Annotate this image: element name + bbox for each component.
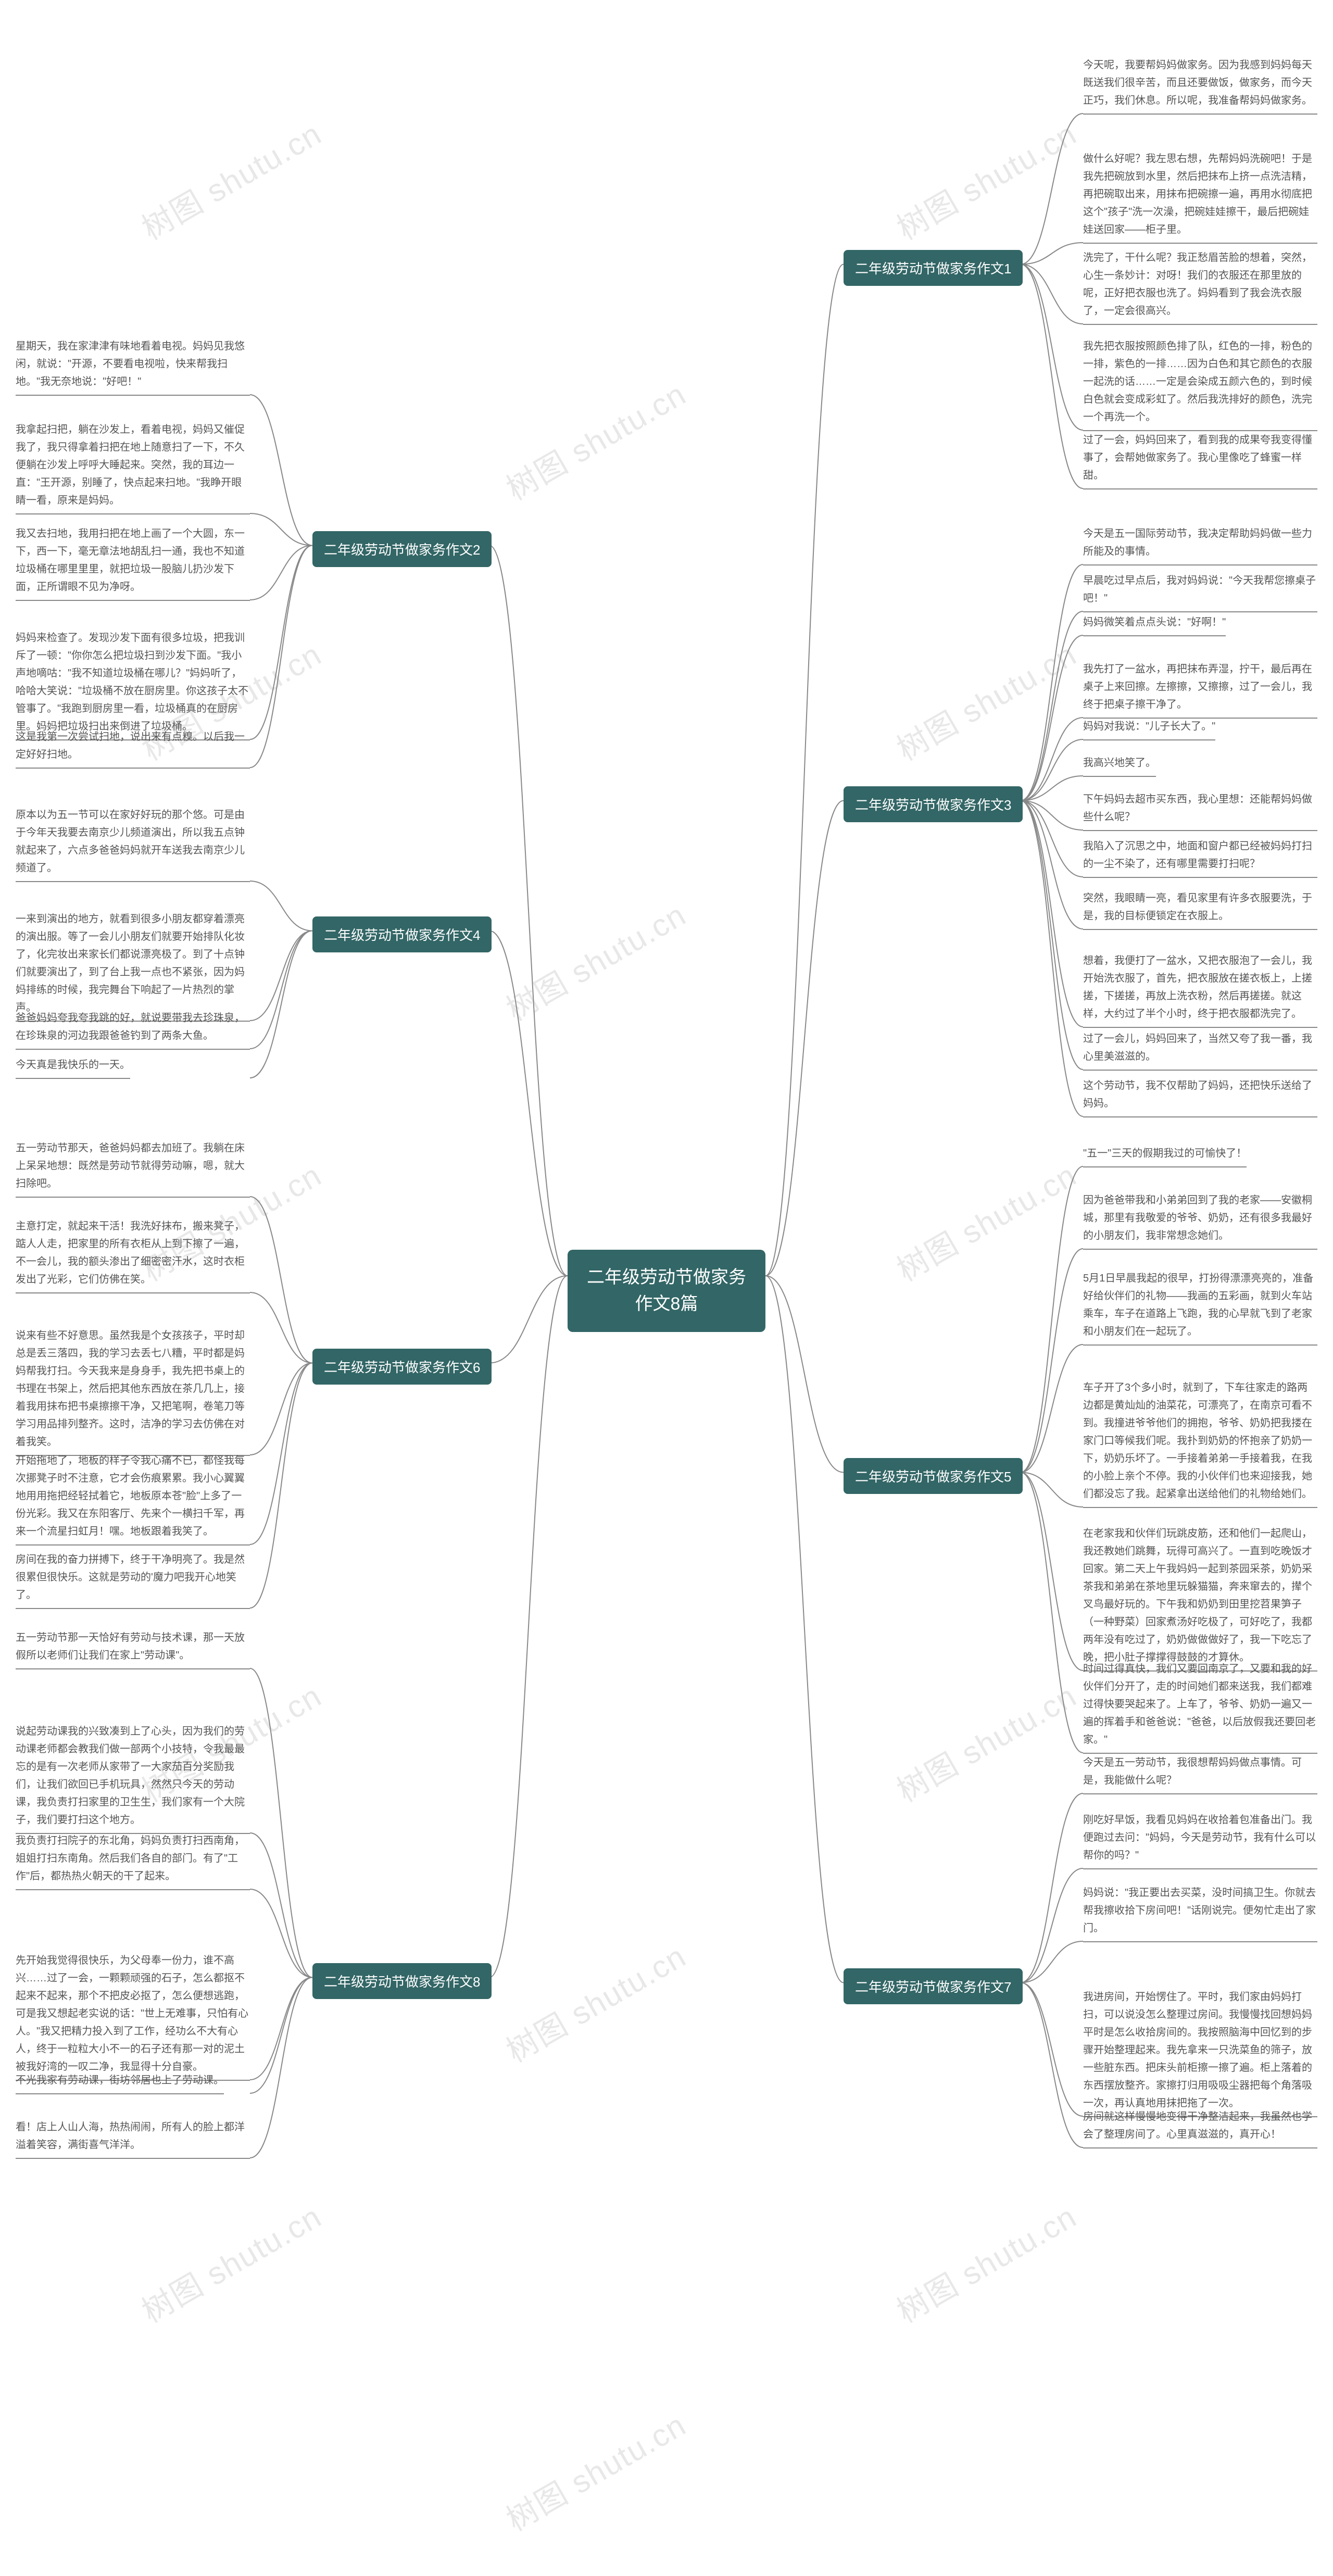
mindmap-leaf: 今天是五一劳动节，我很想帮妈妈做点事情。可是，我能做什么呢？ [1083, 1750, 1317, 1794]
mindmap-leaf: 五一劳动节那一天恰好有劳动与技术课，那一天放假所以老师们让我们在家上"劳动课"。 [16, 1625, 250, 1669]
mindmap-leaf: 这个劳动节，我不仅帮助了妈妈，还把快乐送给了妈妈。 [1083, 1073, 1317, 1117]
mindmap-leaf: 突然，我眼睛一亮，看见家里有许多衣服要洗，于是，我的目标便锁定在衣服上。 [1083, 885, 1317, 930]
mindmap-leaf: 妈妈微笑着点点头说："好啊！" [1083, 609, 1226, 636]
mindmap-leaf: 车子开了3个多小时，就到了，下车往家走的路两边都是黄灿灿的油菜花，可漂亮了，在南… [1083, 1375, 1317, 1508]
mindmap-leaf: 今天呢，我要帮妈妈做家务。因为我感到妈妈每天既送我们很辛苦，而且还要做饭，做家务… [1083, 52, 1317, 115]
watermark: 树图 shutu.cn [132, 2192, 329, 2331]
mindmap-leaf: 主意打定，就起来干活！我洗好抹布，搬来凳子，踮人人走，把家里的所有衣柜从上到下擦… [16, 1213, 250, 1293]
watermark: 树图 shutu.cn [497, 890, 693, 1029]
mindmap-branch: 二年级劳动节做家务作文8 [312, 1963, 492, 1999]
mindmap-leaf: 早晨吃过早点后，我对妈妈说："今天我帮您擦桌子吧！" [1083, 568, 1317, 612]
mindmap-leaf: 原本以为五一节可以在家好好玩的那个悠。可是由于今年天我要去南京少儿频道演出，所以… [16, 802, 250, 882]
mindmap-leaf: 房间就这样慢慢地变得干净整洁起来，我虽然也学会了整理房间了。心里真滋滋的，真开心… [1083, 2104, 1317, 2148]
mindmap-leaf: 我拿起扫把，躺在沙发上，看着电视，妈妈又催促我了，我只得拿着扫把在地上随意扫了一… [16, 417, 250, 514]
mindmap-leaf: 5月1日早晨我起的很早，打扮得漂漂亮亮的，准备好给伙伴们的礼物——我画的五彩画，… [1083, 1265, 1317, 1346]
mindmap-leaf: 先开始我觉得很快乐，为父母奉一份力，谁不高兴……过了一会，一颗颗顽强的石子，怎么… [16, 1947, 250, 2081]
watermark: 树图 shutu.cn [887, 630, 1084, 769]
mindmap-leaf: 时间过得真快，我们又要回南京了，又要和我的好伙伴们分开了，走的时间她们都来送我，… [1083, 1656, 1317, 1754]
mindmap-leaf: 过了一会儿，妈妈回来了，当然又夸了我一番，我心里美滋滋的。 [1083, 1026, 1317, 1071]
mindmap-branch: 二年级劳动节做家务作文5 [844, 1458, 1023, 1494]
mindmap-leaf: 看！店上人山人海，热热闹闹，所有人的脸上都洋溢着笑容，满街喜气洋洋。 [16, 2114, 250, 2159]
mindmap-leaf: 爸爸妈妈夸我夸我跳的好，就说要带我去珍珠泉，在珍珠泉的河边我跟爸爸钓到了两条大鱼… [16, 1005, 250, 1050]
mindmap-leaf: 今天是五一国际劳动节，我决定帮助妈妈做一些力所能及的事情。 [1083, 521, 1317, 566]
mindmap-leaf: 我先把衣服按照颜色排了队，红色的一排，粉色的一排，紫色的一排……因为白色和其它颜… [1083, 333, 1317, 431]
mindmap-leaf: 我陷入了沉思之中，地面和窗户都已经被妈妈打扫的一尘不染了，还有哪里需要打扫呢？ [1083, 833, 1317, 878]
mindmap-leaf: 我负责打扫院子的东北角，妈妈负责打扫西南角，姐姐打扫东南角。然后我们各自的部门。… [16, 1828, 250, 1890]
watermark: 树图 shutu.cn [887, 2192, 1084, 2331]
mindmap-leaf: 想着，我便打了一盆水，又把衣服泡了一会儿，我开始洗衣服了，首先，把衣服放在搓衣板… [1083, 948, 1317, 1028]
watermark: 树图 shutu.cn [497, 369, 693, 509]
watermark: 树图 shutu.cn [887, 1671, 1084, 1811]
mindmap-leaf: 这是我第一次尝试扫地，说出来有点糗。以后我一定好好扫地。 [16, 724, 250, 769]
mindmap-branch: 二年级劳动节做家务作文7 [844, 1968, 1023, 2004]
mindmap-leaf: 星期天，我在家津津有味地看着电视。妈妈见我悠闲，就说："开源，不要看电视啦，快来… [16, 333, 250, 396]
mindmap-branch: 二年级劳动节做家务作文3 [844, 786, 1023, 822]
watermark: 树图 shutu.cn [132, 109, 329, 248]
mindmap-branch: 二年级劳动节做家务作文4 [312, 916, 492, 952]
mindmap-leaf: 我又去扫地，我用扫把在地上画了一个大圆，东一下，西一下，毫无章法地胡乱扫一通，我… [16, 521, 250, 601]
mindmap-leaf: 妈妈对我说："儿子长大了。" [1083, 713, 1215, 740]
mindmap-branch: 二年级劳动节做家务作文1 [844, 250, 1023, 286]
mindmap-leaf: 说起劳动课我的兴致凑到上了心头，因为我们的劳动课老师都会教我们做一部两个小技特，… [16, 1718, 250, 1834]
mindmap-branch: 二年级劳动节做家务作文2 [312, 531, 492, 567]
mindmap-leaf: 五一劳动节那天，爸爸妈妈都去加班了。我躺在床上呆呆地想：既然是劳动节就得劳动嘛，… [16, 1135, 250, 1198]
mindmap-root: 二年级劳动节做家务作文8篇 [568, 1250, 765, 1332]
mindmap-leaf: 因为爸爸带我和小弟弟回到了我的老家——安徽桐城，那里有我敬爱的爷爷、奶奶，还有很… [1083, 1187, 1317, 1250]
mindmap-leaf: 一来到演出的地方，就看到很多小朋友都穿着漂亮的演出服。等了一会儿小朋友们就要开始… [16, 906, 250, 1022]
watermark: 树图 shutu.cn [887, 1150, 1084, 1290]
mindmap-leaf: 我进房间，开始愣住了。平时，我们家由妈妈打扫，可以说没怎么整理过房间。我慢慢找回… [1083, 1984, 1317, 2117]
mindmap-leaf: 说来有些不好意思。虽然我是个女孩孩子，平时却总是丢三落四，我的学习去丢七八糟，平… [16, 1323, 250, 1456]
mindmap-leaf: 我高兴地笑了。 [1083, 750, 1156, 777]
watermark: 树图 shutu.cn [497, 2400, 693, 2540]
mindmap-leaf: 在老家我和伙伴们玩跳皮筋，还和他们一起爬山，我还教她们跳舞，玩得可高兴了。一直到… [1083, 1521, 1317, 1672]
mindmap-leaf: 不光我家有劳动课，街坊邻居也上了劳动课。 [16, 2067, 224, 2094]
watermark: 树图 shutu.cn [497, 1931, 693, 2071]
mindmap-leaf: 妈妈说："我正要出去买菜，没时间搞卫生。你就去帮我擦收拾下房间吧！"话刚说完。便… [1083, 1880, 1317, 1942]
watermark: 树图 shutu.cn [887, 109, 1084, 248]
mindmap-leaf: 我先打了一盆水，再把抹布弄湿，拧干，最后再在桌子上来回擦。左擦擦，又擦擦，过了一… [1083, 656, 1317, 719]
mindmap-leaf: 做什么好呢？我左思右想，先帮妈妈洗碗吧！于是我先把碗放到水里，然后把抹布上挤一点… [1083, 146, 1317, 244]
mindmap-leaf: 开始拖地了，地板的样子令我心痛不已，都怪我每次挪凳子时不注意，它才会伤痕累累。我… [16, 1448, 250, 1545]
mindmap-leaf: 刚吃好早饭，我看见妈妈在收拾着包准备出门。我便跑过去问："妈妈，今天是劳动节，我… [1083, 1807, 1317, 1869]
mindmap-branch: 二年级劳动节做家务作文6 [312, 1349, 492, 1385]
mindmap-leaf: 洗完了，干什么呢？我正愁眉苦脸的想着，突然，心生一条妙计：对呀！我们的衣服还在那… [1083, 245, 1317, 325]
mindmap-leaf: 今天真是我快乐的一天。 [16, 1052, 130, 1079]
mindmap-leaf: 房间在我的奋力拼搏下，终于干净明亮了。我是然很累但很快乐。这就是劳动的'魔力吧我… [16, 1547, 250, 1609]
mindmap-leaf: 下午妈妈去超市买东西，我心里想：还能帮妈妈做些什么呢？ [1083, 786, 1317, 831]
mindmap-leaf: 妈妈来检查了。发现沙发下面有很多垃圾，把我训斥了一顿："你你怎么把垃圾扫到沙发下… [16, 625, 250, 740]
mindmap-leaf: "五一"三天的假期我过的可愉快了！ [1083, 1140, 1247, 1167]
mindmap-leaf: 过了一会，妈妈回来了，看到我的成果夸我变得懂事了，会帮她做家务了。我心里像吃了蜂… [1083, 427, 1317, 489]
